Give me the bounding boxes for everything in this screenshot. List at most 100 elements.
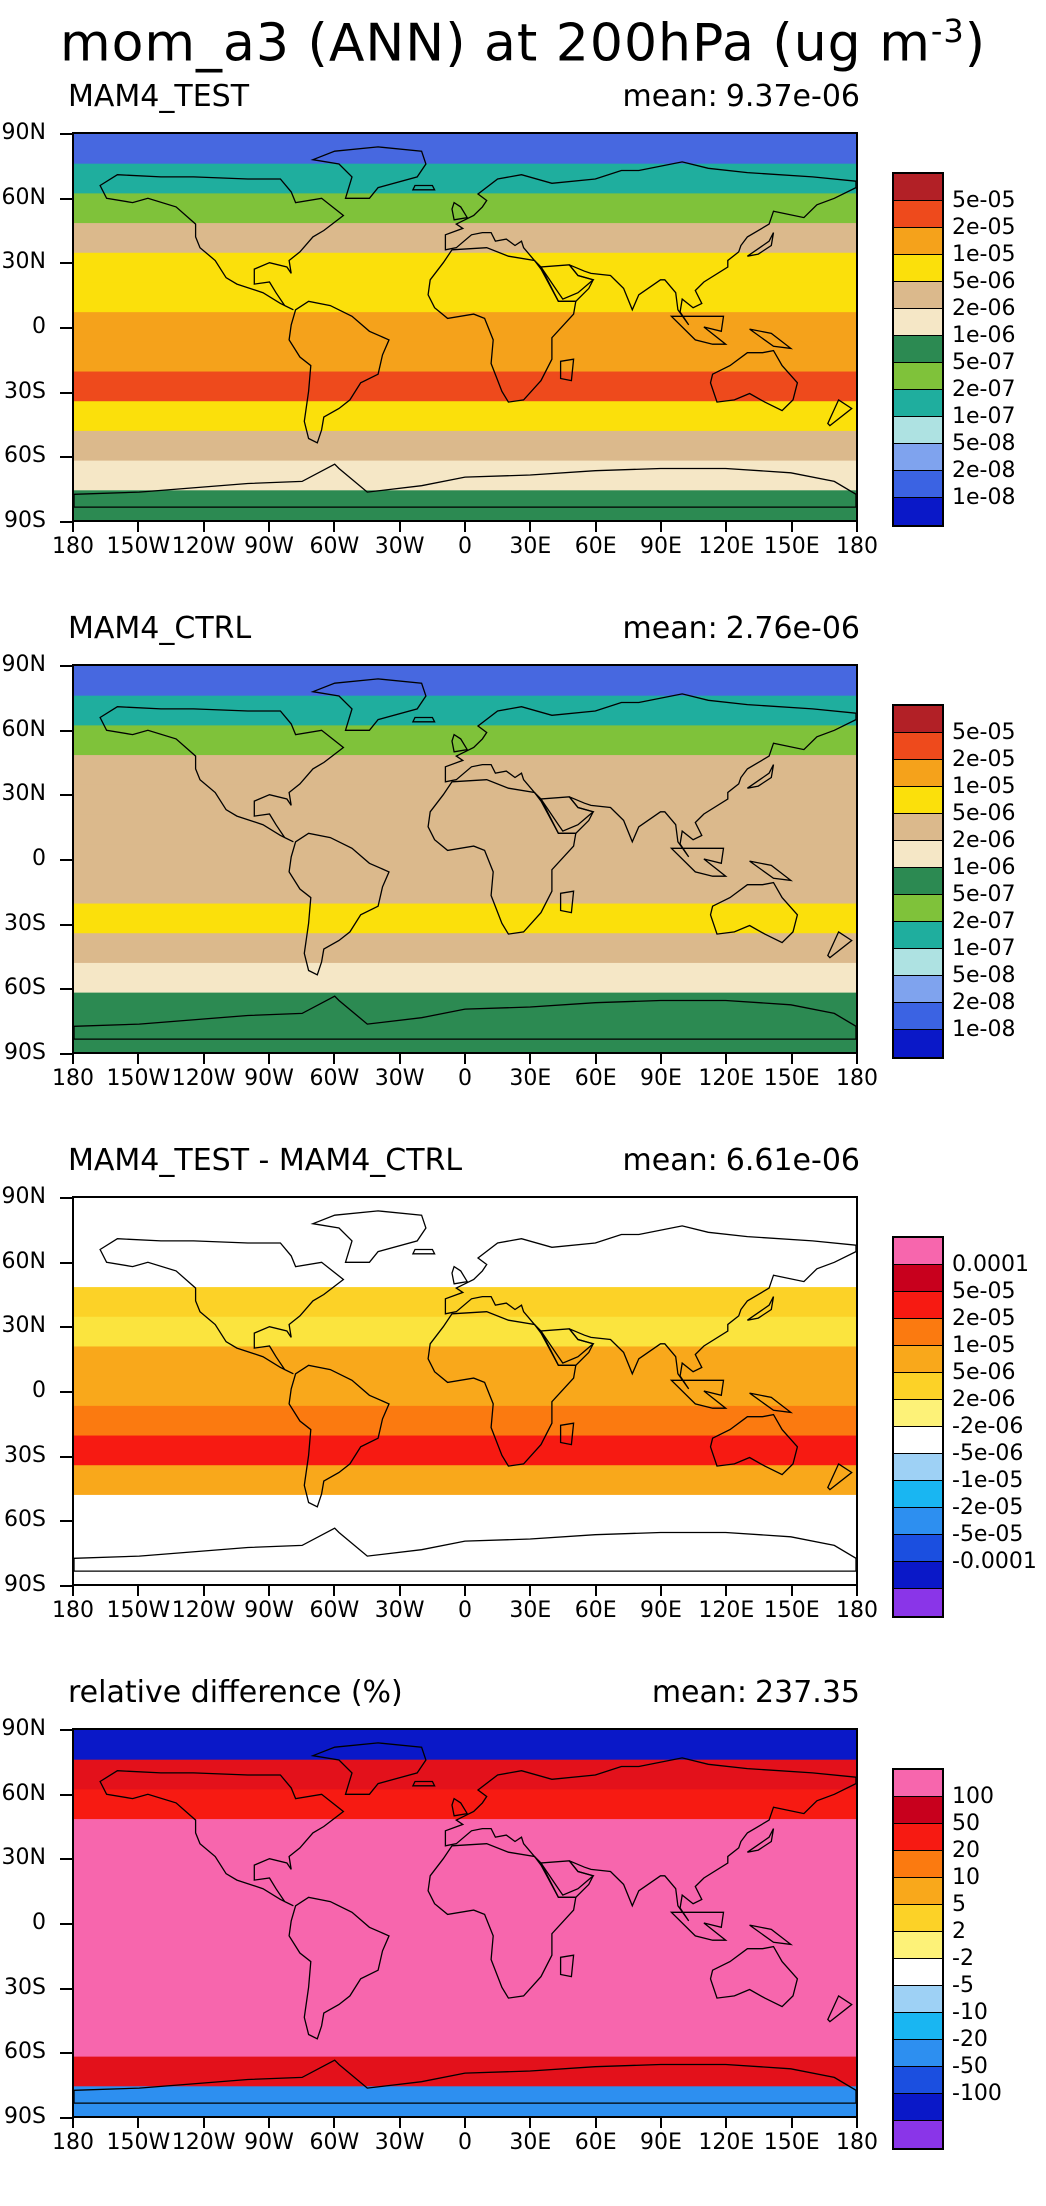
coastline-uk — [451, 733, 469, 753]
panel-mean: mean: 9.37e-06 — [622, 79, 860, 114]
coastline-madagascar — [559, 1954, 575, 1978]
lon-tick — [660, 1054, 662, 1064]
field-band — [74, 1494, 856, 1526]
lon-tick-label: 90E — [640, 1066, 682, 1091]
coastline-greenland — [310, 1742, 427, 1795]
lon-tick-label: 30E — [509, 2130, 552, 2155]
colorbar-label: 5e-06 — [952, 269, 1016, 294]
lat-tick-label: 90S — [4, 1040, 46, 1065]
coastline-madagascar — [559, 358, 575, 382]
colorbar-label: -5e-05 — [952, 1522, 1024, 1547]
colorbar-swatch — [894, 1003, 942, 1030]
coastline-madagascar — [559, 1422, 575, 1446]
lat-tick — [60, 521, 72, 523]
lon-tick — [856, 522, 858, 532]
coastline-new-zealand — [827, 398, 853, 427]
panel-difference: MAM4_TEST - MAM4_CTRL mean: 6.61e-06 90N 6… — [0, 1144, 1046, 1674]
colorbar-swatch — [894, 1589, 942, 1616]
lat-tick-label: 90N — [1, 1716, 46, 1741]
lon-tick — [398, 1586, 401, 1596]
lon-tick-label: 120E — [698, 1598, 755, 1623]
colorbar-label: 2e-06 — [952, 1387, 1016, 1412]
coastline-north-america — [99, 1238, 345, 1375]
lon-tick — [464, 1054, 466, 1064]
panel-title: MAM4_TEST - MAM4_CTRL — [68, 1143, 463, 1178]
field-band — [74, 992, 856, 1023]
colorbar-label: 5e-08 — [952, 963, 1016, 988]
colorbar-swatch — [894, 1400, 942, 1427]
lon-tick — [594, 2118, 597, 2128]
lon-tick — [202, 2118, 205, 2128]
colorbar-label: 2e-06 — [952, 828, 1016, 853]
colorbar-label: 2e-08 — [952, 458, 1016, 483]
lon-tick — [268, 522, 270, 532]
field-band — [74, 903, 856, 934]
colorbar-label: 5e-05 — [952, 720, 1016, 745]
lat-tick-label: 30N — [1, 249, 46, 275]
lat-tick-label: 0 — [32, 314, 46, 339]
coastline-south-america — [288, 1364, 390, 1508]
colorbar-swatch — [894, 255, 942, 282]
colorbar-label: 1e-07 — [952, 936, 1016, 961]
lon-tick-label: 60W — [309, 2130, 360, 2155]
colorbar-label: 5 — [952, 1892, 966, 1917]
coastline-south-america — [288, 1896, 390, 2040]
lat-tick-label: 60S — [4, 443, 46, 469]
field-band — [74, 1376, 856, 1407]
lat-tick — [60, 1053, 72, 1055]
panel-mean: mean: 6.61e-06 — [622, 1143, 860, 1178]
lon-tick-label: 30W — [374, 1598, 425, 1623]
lon-tick — [398, 522, 401, 532]
coastline-arabia — [539, 796, 595, 834]
lat-tick — [60, 665, 72, 667]
colorbar — [892, 172, 944, 527]
lon-tick-label: 150W — [106, 2130, 171, 2155]
colorbar-swatch — [894, 363, 942, 390]
lon-tick-label: 120E — [698, 2130, 755, 2155]
lon-tick — [333, 522, 336, 532]
lon-tick-label: 180 — [52, 1598, 94, 1623]
colorbar-swatch — [894, 228, 942, 255]
colorbar-swatch — [894, 498, 942, 525]
field-band — [74, 371, 856, 402]
coastline-africa — [427, 247, 577, 403]
colorbar-swatch — [894, 976, 942, 1003]
colorbar-swatch — [894, 1562, 942, 1589]
lon-tick — [856, 1054, 858, 1064]
colorbar-label: -2 — [952, 1946, 974, 1971]
field-band — [74, 1022, 856, 1052]
colorbar-label: -5 — [952, 1973, 974, 1998]
field-band — [74, 223, 856, 254]
lon-tick — [333, 2118, 336, 2128]
coastline-australia — [709, 349, 799, 412]
coastline-indonesia — [669, 847, 728, 877]
lat-tick-label: 90N — [1, 652, 46, 677]
field-band — [74, 1257, 856, 1288]
lon-tick-label: 0 — [458, 2130, 472, 2155]
field-band — [74, 873, 856, 905]
coastline-north-america — [99, 174, 345, 311]
lon-tick-label: 30W — [374, 534, 425, 559]
coastline-antarctica — [74, 463, 856, 508]
colorbar-label: 1e-08 — [952, 485, 1016, 510]
colorbar-label: -0.0001 — [952, 1549, 1037, 1574]
field-band — [74, 1878, 856, 1909]
coastline-new-zealand — [827, 930, 853, 959]
field-band — [74, 2086, 856, 2116]
lon-tick — [660, 2118, 662, 2128]
lon-tick — [790, 1586, 793, 1596]
lat-tick — [60, 1793, 72, 1796]
lon-tick-label: 60E — [574, 1066, 617, 1091]
lat-tick — [60, 1729, 72, 1731]
colorbar-label: 1e-06 — [952, 323, 1016, 348]
coastline-madagascar — [559, 890, 575, 914]
lon-tick — [464, 1586, 466, 1596]
lon-tick-label: 0 — [458, 1598, 472, 1623]
lon-tick — [790, 2118, 793, 2128]
lat-tick — [60, 729, 72, 732]
colorbar — [892, 1236, 944, 1618]
lon-tick-label: 60E — [574, 2130, 617, 2155]
colorbar-label: 2 — [952, 1919, 966, 1944]
field-band — [74, 312, 856, 343]
colorbar-label: -20 — [952, 2027, 988, 2052]
